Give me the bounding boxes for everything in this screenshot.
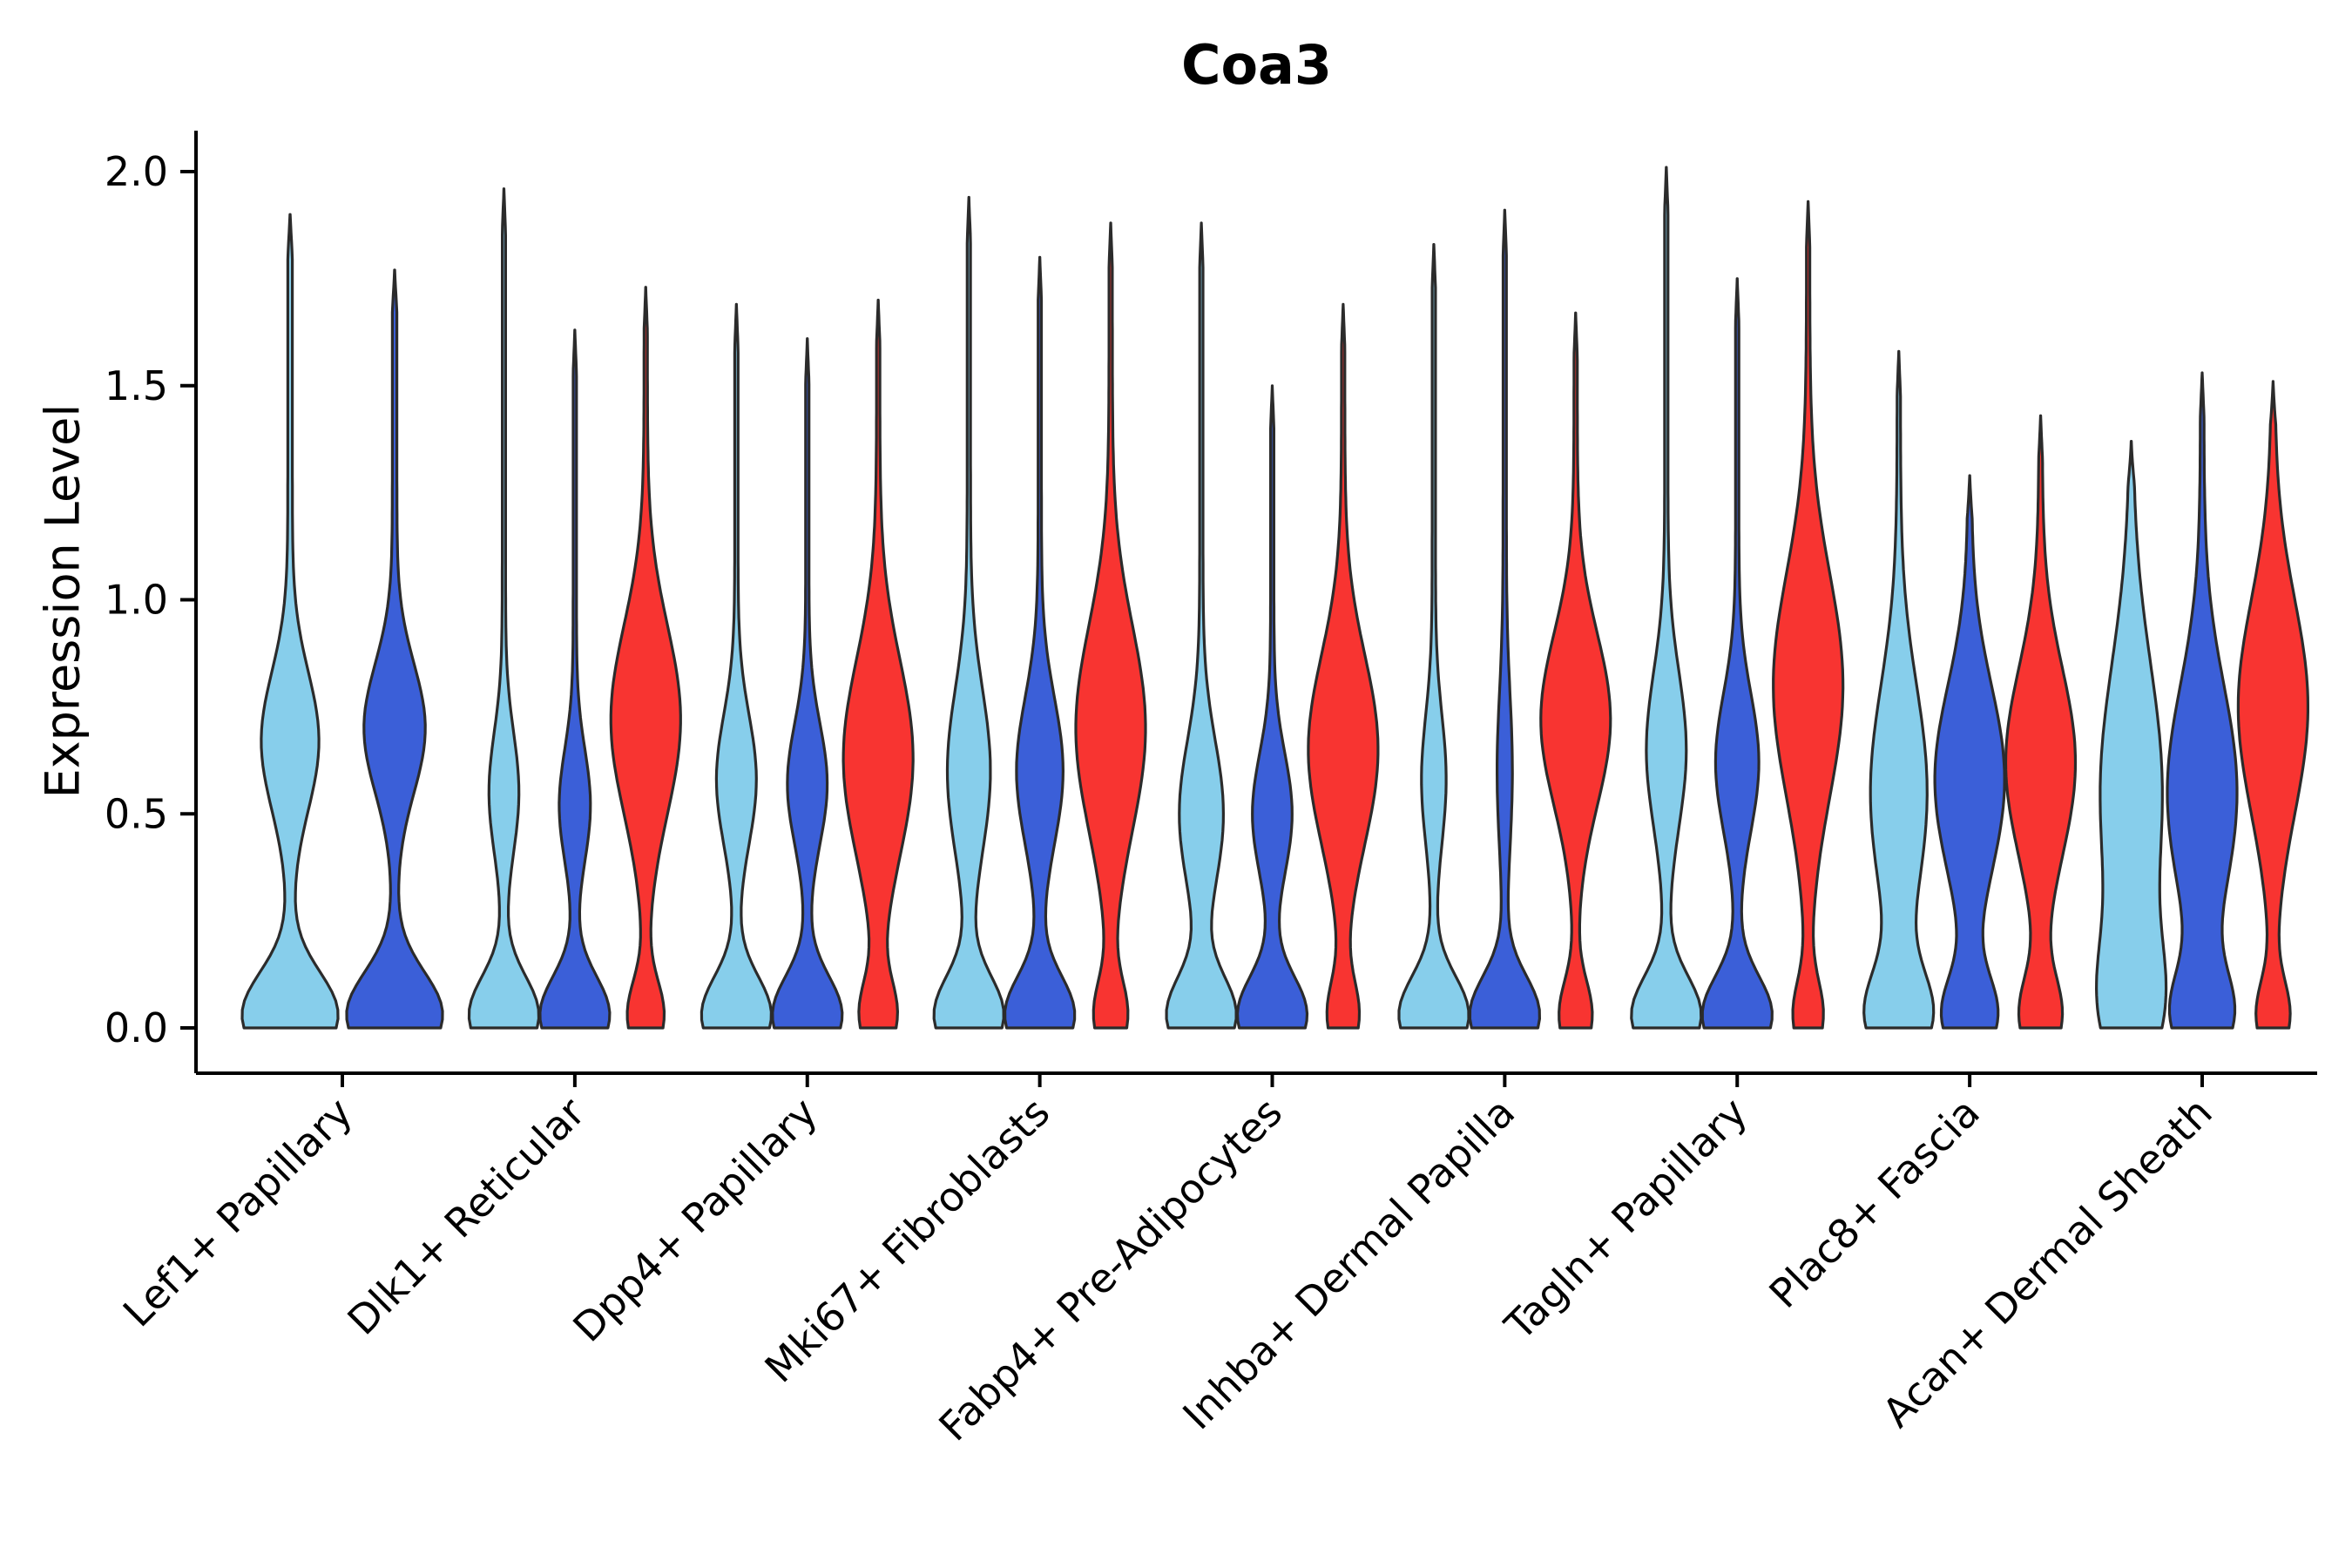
y-tick-label: 1.0 — [105, 577, 168, 624]
y-tick-label: 0.0 — [105, 1004, 168, 1051]
violin-6-lightblue — [1630, 166, 1703, 1030]
violin-1-blue — [538, 328, 612, 1030]
violin-4-blue — [1235, 384, 1309, 1030]
violin-7-red — [2004, 414, 2078, 1030]
violin-2-red — [841, 298, 915, 1030]
violin-5-blue — [1468, 208, 1541, 1030]
violin-1-lightblue — [467, 187, 541, 1030]
x-tick-label: Dlk1+ Reticular — [338, 1089, 593, 1344]
y-tick-label: 2.0 — [105, 148, 168, 195]
violin-0-lightblue — [240, 213, 340, 1030]
violin-3-lightblue — [932, 195, 1005, 1030]
y-tick-label: 1.5 — [105, 362, 168, 409]
chart-title: Coa3 — [1180, 33, 1333, 97]
violin-2-blue — [771, 337, 844, 1030]
violin-7-lightblue — [1862, 349, 1936, 1030]
violin-0-blue — [345, 268, 444, 1030]
y-tick-label: 0.5 — [105, 790, 168, 837]
x-tick-label: Plac8+ Fascia — [1761, 1089, 1989, 1317]
violin-8-red — [2236, 380, 2309, 1030]
violin-4-red — [1307, 302, 1380, 1030]
violin-5-lightblue — [1397, 243, 1470, 1030]
x-tick-label: Lef1+ Papillary — [114, 1089, 362, 1336]
x-tick-label: Dpp4+ Papillary — [564, 1089, 826, 1351]
violin-7-blue — [1933, 474, 2006, 1030]
violin-3-red — [1074, 221, 1147, 1030]
violin-3-blue — [1004, 255, 1077, 1030]
violin-6-blue — [1700, 277, 1774, 1030]
violin-2-lightblue — [700, 302, 773, 1030]
violin-8-blue — [2166, 371, 2239, 1030]
violin-1-red — [609, 286, 682, 1030]
violin-8-lightblue — [2095, 440, 2168, 1030]
violin-6-red — [1772, 199, 1845, 1030]
violin-5-red — [1539, 311, 1612, 1030]
x-tick-label: Tagln+ Papillary — [1495, 1089, 1756, 1350]
violin-4-lightblue — [1165, 221, 1238, 1030]
